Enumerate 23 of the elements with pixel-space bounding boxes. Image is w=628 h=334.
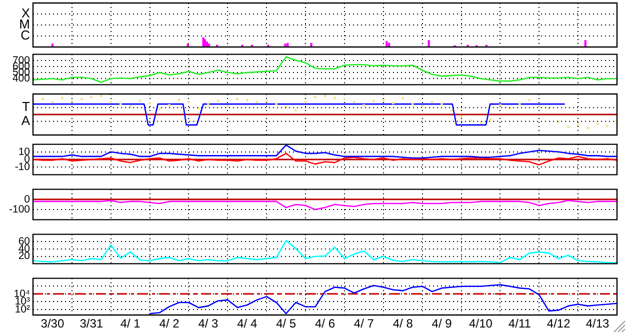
text: C xyxy=(20,28,30,43)
text: T xyxy=(22,99,30,114)
x-tick-label: 3/30 xyxy=(40,316,64,331)
x-tick-label: 4/ 2 xyxy=(159,316,180,331)
x-tick-label: 4/ 7 xyxy=(354,316,374,331)
y-tick-label: 0 xyxy=(24,193,30,206)
x-tick-label: 4/13 xyxy=(586,316,610,331)
x-tick-label: 4/ 5 xyxy=(276,316,296,331)
x-tick-label: 4/10 xyxy=(469,316,493,331)
x-tick-label: 4/11 xyxy=(508,316,532,331)
x-tick-label: 4/ 4 xyxy=(237,316,258,331)
x-tick-label: 4/12 xyxy=(546,316,571,331)
x-tick-label: 4/ 9 xyxy=(432,316,452,331)
text: A xyxy=(21,112,30,128)
y-tick-label: 400 xyxy=(12,72,30,85)
x-tick-label: 4/ 3 xyxy=(198,316,219,331)
y-tick-label: -100 xyxy=(8,203,30,216)
y-tick-label: 20 xyxy=(18,250,30,262)
x-tick-label: 3/31 xyxy=(80,316,104,331)
x-tick-label: 4/ 8 xyxy=(392,316,414,331)
text: X xyxy=(21,6,30,21)
x-tick-label: 4/ 1 xyxy=(120,316,141,331)
x-tick-label: 4/ 6 xyxy=(314,316,336,331)
